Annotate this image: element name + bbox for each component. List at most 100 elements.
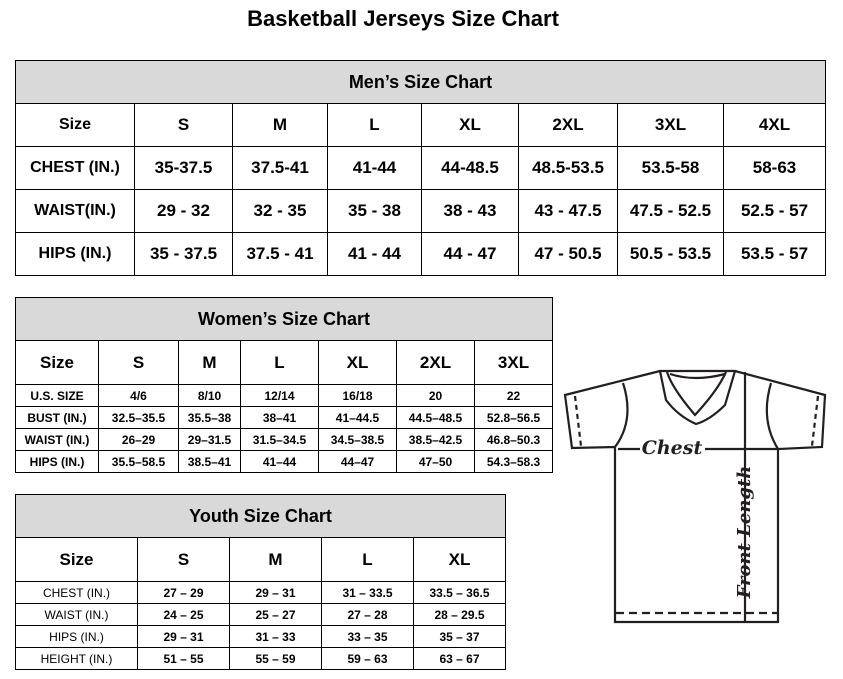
table-cell: 44.5–48.5 bbox=[396, 406, 475, 429]
table-cell: 35 - 37.5 bbox=[134, 232, 233, 276]
front-length-label: Front Length bbox=[734, 466, 755, 600]
table-cell: 32 - 35 bbox=[232, 189, 328, 233]
table-cell: 38 - 43 bbox=[421, 189, 519, 233]
table-cell: 33 – 35 bbox=[321, 625, 414, 648]
row-label: WAIST (IN.) bbox=[15, 428, 99, 451]
table-cell: 34.5–38.5 bbox=[318, 428, 397, 451]
women-table-row: HIPS (IN.) 35.5–58.5 38.5–41 41–44 44–47 47–5… bbox=[15, 450, 554, 473]
table-cell: 41-44 bbox=[327, 146, 422, 190]
table-cell: 28 – 29.5 bbox=[412, 603, 507, 626]
table-cell: 53.5-58 bbox=[617, 146, 724, 190]
table-cell: 31 – 33.5 bbox=[321, 581, 414, 604]
table-cell: 38–41 bbox=[240, 406, 319, 429]
table-cell: 29 – 31 bbox=[137, 625, 230, 648]
table-cell: 33.5 – 36.5 bbox=[412, 581, 507, 604]
table-cell: XL bbox=[421, 103, 519, 147]
table-cell: 31 – 33 bbox=[229, 625, 322, 648]
table-cell: 44–47 bbox=[318, 450, 397, 473]
youth-header-row: Size S M L XL bbox=[15, 537, 507, 582]
table-cell: 27 – 29 bbox=[137, 581, 230, 604]
row-label: WAIST (IN.) bbox=[15, 603, 138, 626]
row-label: Size bbox=[15, 537, 138, 582]
table-cell: 12/14 bbox=[240, 384, 319, 407]
chest-label: Chest bbox=[642, 437, 703, 459]
youth-size-table: Youth Size Chart Size S M L XL CHEST (IN.) 27 … bbox=[14, 494, 507, 670]
table-cell: XL bbox=[412, 537, 507, 582]
table-cell: 37.5 - 41 bbox=[232, 232, 328, 276]
table-cell: M bbox=[229, 537, 322, 582]
men-header-row: Size S M L XL 2XL 3XL 4XL bbox=[15, 103, 826, 147]
table-cell: M bbox=[178, 340, 241, 385]
women-table-row: U.S. SIZE 4/6 8/10 12/14 16/18 20 22 bbox=[15, 384, 554, 407]
jersey-outline bbox=[563, 369, 827, 624]
table-cell: L bbox=[321, 537, 414, 582]
table-cell: 47 - 50.5 bbox=[518, 232, 618, 276]
table-cell: 48.5-53.5 bbox=[518, 146, 618, 190]
table-cell: L bbox=[327, 103, 422, 147]
men-table-row: HIPS (IN.) 35 - 37.5 37.5 - 41 41 - 44 44 - … bbox=[15, 232, 826, 276]
table-cell: 41 - 44 bbox=[327, 232, 422, 276]
men-table-row: WAIST(IN.) 29 - 32 32 - 35 35 - 38 38 - 43 43… bbox=[15, 189, 826, 233]
table-cell: 2XL bbox=[518, 103, 618, 147]
men-table-row: CHEST (IN.) 35-37.5 37.5-41 41-44 44-48.5 48.… bbox=[15, 146, 826, 190]
table-cell: 47.5 - 52.5 bbox=[617, 189, 724, 233]
youth-table-row: HEIGHT (IN.) 51 – 55 55 – 59 59 – 63 63 – 67 bbox=[15, 647, 507, 670]
table-cell: XL bbox=[318, 340, 397, 385]
table-cell: M bbox=[232, 103, 328, 147]
table-cell: 29 – 31 bbox=[229, 581, 322, 604]
womens-size-table: Women’s Size Chart Size S M L XL 2XL 3XL U.S. S… bbox=[14, 297, 554, 473]
table-cell: 38.5–41 bbox=[178, 450, 241, 473]
table-cell: 35.5–58.5 bbox=[98, 450, 179, 473]
table-cell: 52.5 - 57 bbox=[723, 189, 826, 233]
row-label: CHEST (IN.) bbox=[15, 581, 138, 604]
collar bbox=[658, 369, 737, 426]
table-cell: 44 - 47 bbox=[421, 232, 519, 276]
youth-caption: Youth Size Chart bbox=[14, 494, 507, 538]
table-cell: 31.5–34.5 bbox=[240, 428, 319, 451]
youth-table-row: CHEST (IN.) 27 – 29 29 – 31 31 – 33.5 33.5 –… bbox=[15, 581, 507, 604]
table-cell: 26–29 bbox=[98, 428, 179, 451]
table-cell: 41–44.5 bbox=[318, 406, 397, 429]
table-cell: 35-37.5 bbox=[134, 146, 233, 190]
table-cell: 25 – 27 bbox=[229, 603, 322, 626]
table-cell: 2XL bbox=[396, 340, 475, 385]
table-cell: 22 bbox=[473, 384, 554, 407]
table-cell: 46.8–50.3 bbox=[473, 428, 554, 451]
table-cell: 59 – 63 bbox=[321, 647, 414, 670]
row-label: HEIGHT (IN.) bbox=[15, 647, 138, 670]
youth-table-row: WAIST (IN.) 24 – 25 25 – 27 27 – 28 28 – 29.… bbox=[15, 603, 507, 626]
table-cell: 35.5–38 bbox=[178, 406, 241, 429]
row-label: HIPS (IN.) bbox=[15, 232, 135, 276]
table-cell: 24 – 25 bbox=[137, 603, 230, 626]
row-label: Size bbox=[15, 103, 135, 147]
table-cell: 35 - 38 bbox=[327, 189, 422, 233]
row-label: CHEST (IN.) bbox=[15, 146, 135, 190]
table-cell: 52.8–56.5 bbox=[473, 406, 554, 429]
row-label: Size bbox=[15, 340, 99, 385]
table-cell: S bbox=[98, 340, 179, 385]
jersey-diagram: Chest Front Length bbox=[563, 369, 827, 624]
row-label: HIPS (IN.) bbox=[15, 450, 99, 473]
youth-table-row: HIPS (IN.) 29 – 31 31 – 33 33 – 35 35 – 37 bbox=[15, 625, 507, 648]
table-cell: 37.5-41 bbox=[232, 146, 328, 190]
table-cell: 3XL bbox=[473, 340, 554, 385]
table-cell: 4XL bbox=[723, 103, 826, 147]
table-cell: 32.5–35.5 bbox=[98, 406, 179, 429]
table-cell: 47–50 bbox=[396, 450, 475, 473]
table-cell: 4/6 bbox=[98, 384, 179, 407]
table-cell: 43 - 47.5 bbox=[518, 189, 618, 233]
row-label: HIPS (IN.) bbox=[15, 625, 138, 648]
table-cell: 58-63 bbox=[723, 146, 826, 190]
table-cell: S bbox=[137, 537, 230, 582]
row-label: U.S. SIZE bbox=[15, 384, 99, 407]
mens-size-table: Men’s Size Chart Size S M L XL 2XL 3XL 4XL CHEST… bbox=[15, 60, 826, 276]
table-cell: 8/10 bbox=[178, 384, 241, 407]
table-cell: 50.5 - 53.5 bbox=[617, 232, 724, 276]
womens-caption: Women’s Size Chart bbox=[14, 297, 554, 341]
table-cell: 38.5–42.5 bbox=[396, 428, 475, 451]
table-cell: 29–31.5 bbox=[178, 428, 241, 451]
page-title: Basketball Jerseys Size Chart bbox=[247, 6, 559, 31]
women-header-row: Size S M L XL 2XL 3XL bbox=[15, 340, 554, 385]
table-cell: 20 bbox=[396, 384, 475, 407]
table-cell: 44-48.5 bbox=[421, 146, 519, 190]
